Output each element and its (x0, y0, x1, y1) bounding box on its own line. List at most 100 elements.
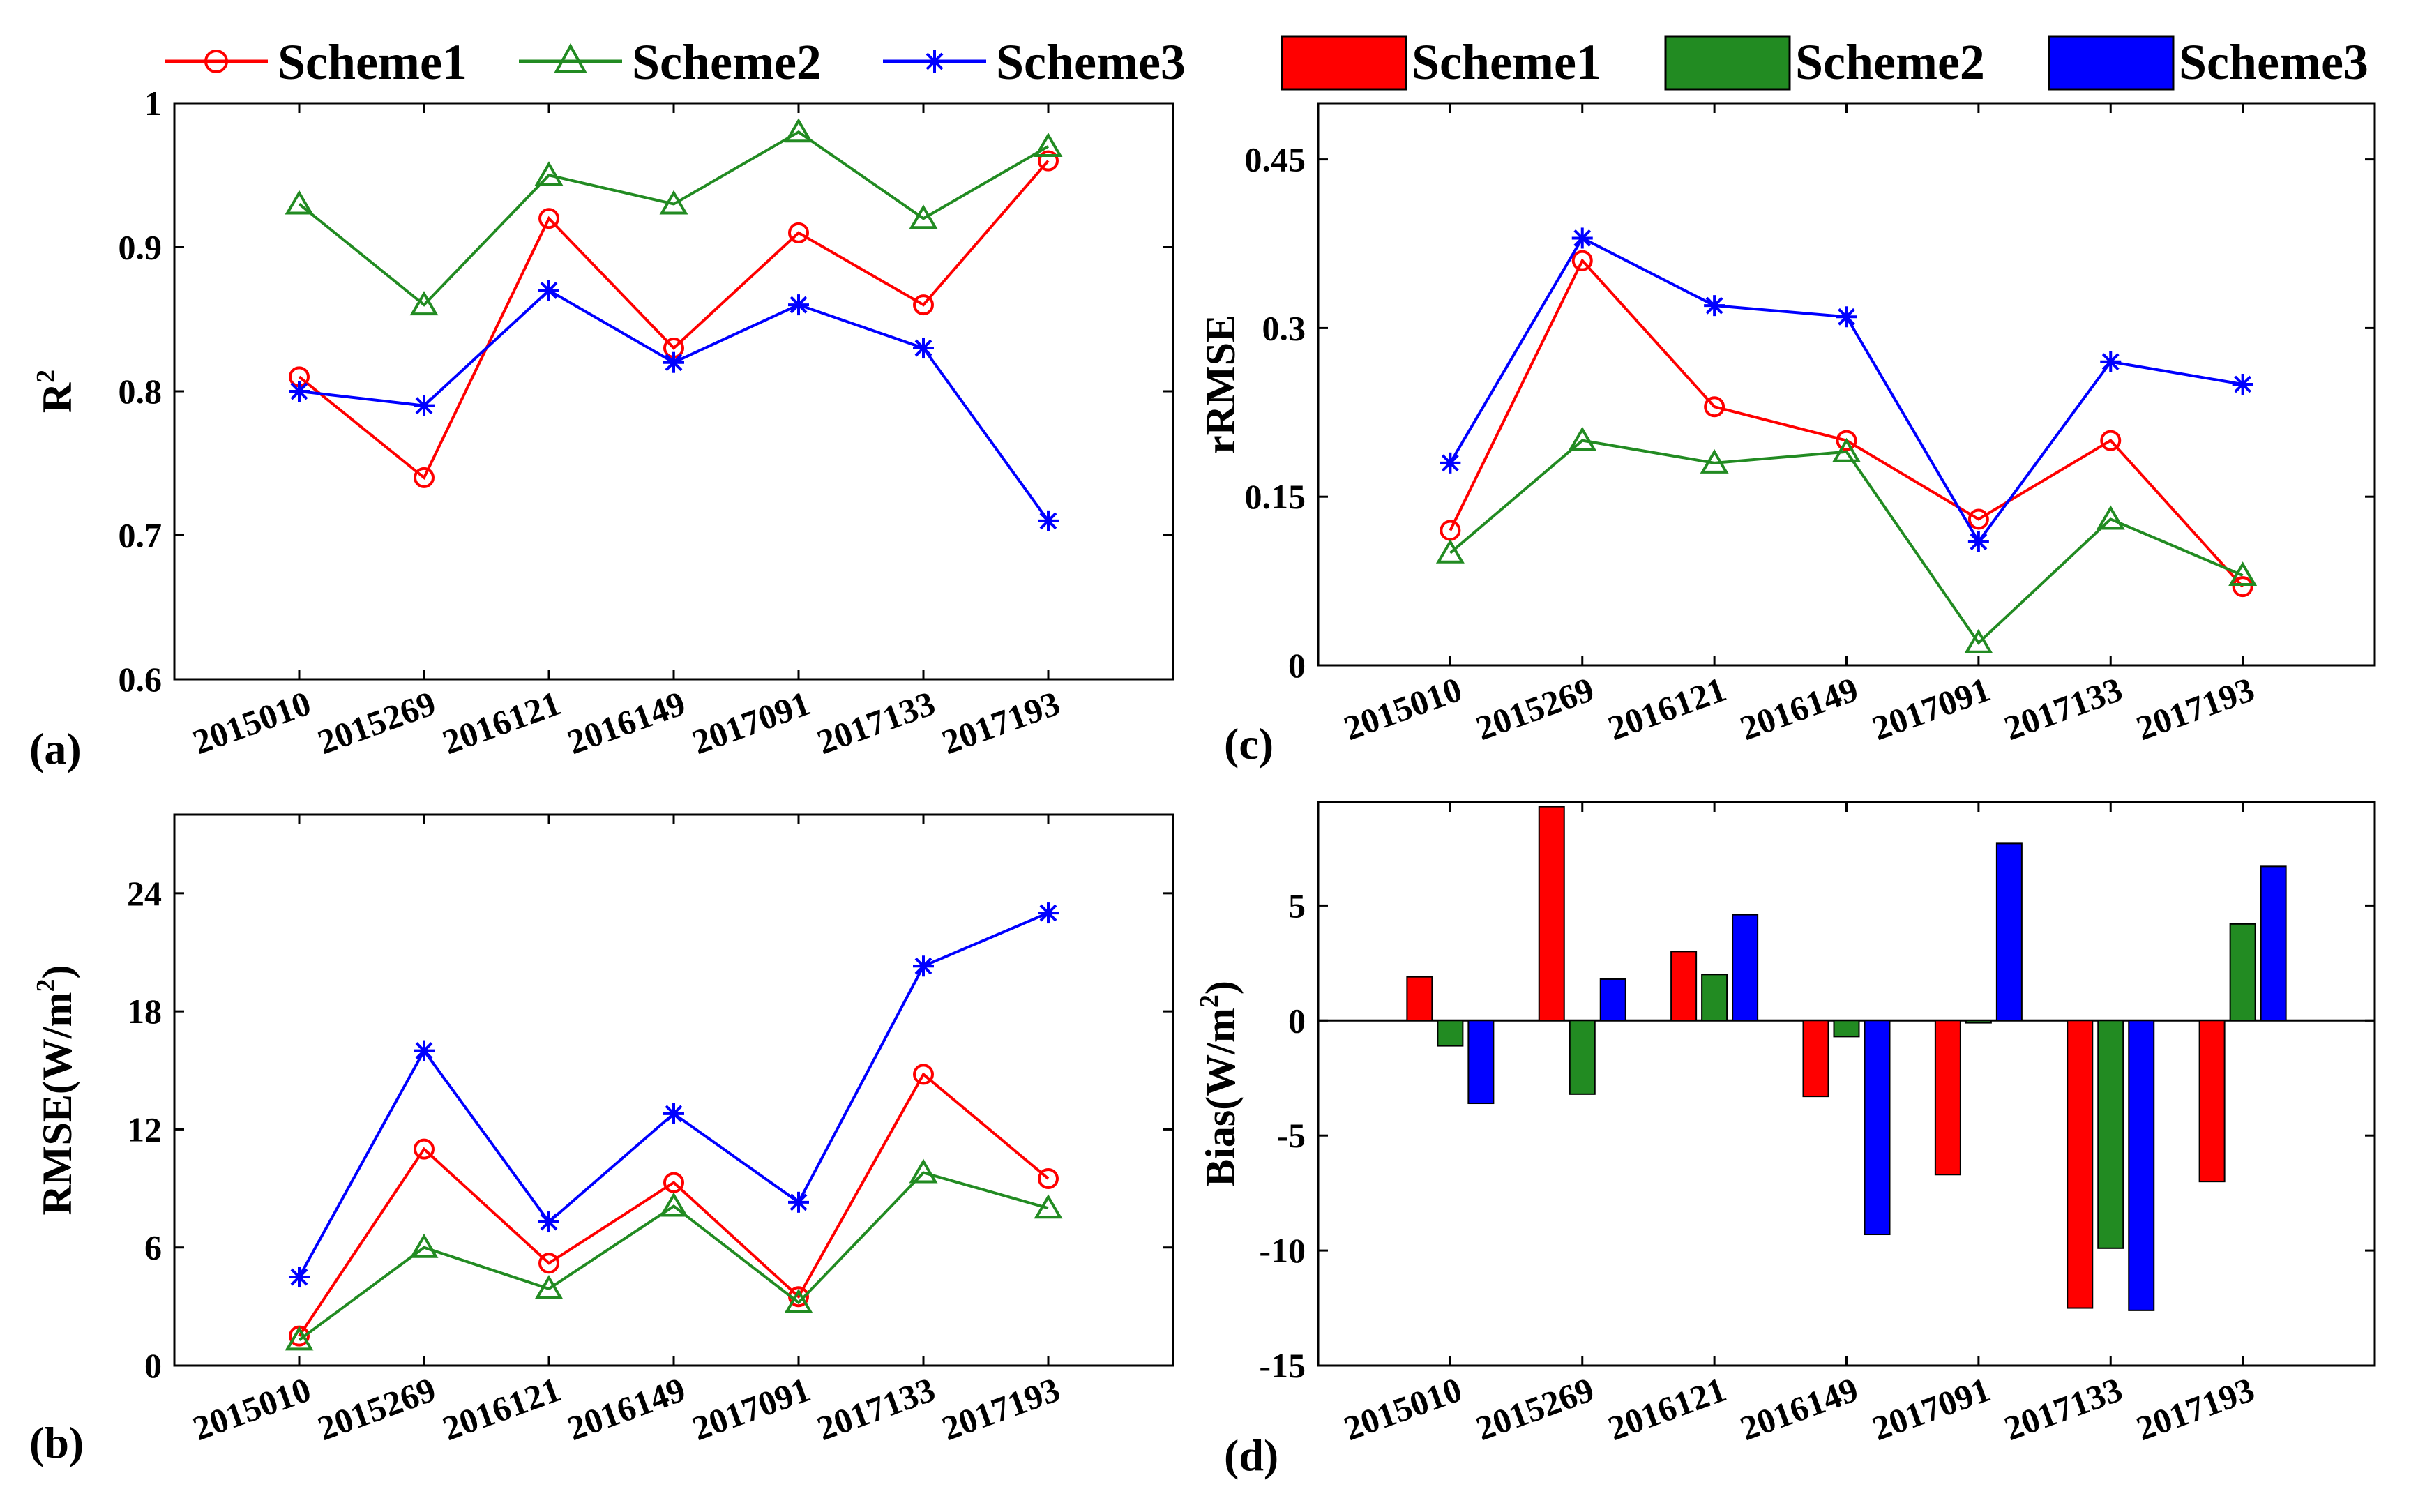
legend-swatch-scheme3 (2048, 35, 2175, 91)
legend-marker-triangle (554, 43, 587, 73)
data-point-scheme3 (1440, 452, 1461, 474)
panel-b: 0612182420150102015269201612120161492017… (29, 813, 1174, 1467)
series-line-scheme3 (1449, 236, 2243, 545)
data-point-scheme3 (663, 1103, 684, 1124)
x-tick-label: 2017133 (1999, 670, 2127, 748)
y-tick-label: 0.15 (1245, 477, 1306, 516)
legend-label-scheme2: Scheme2 (632, 34, 822, 90)
data-point-scheme3 (1967, 531, 1989, 552)
y-tick-label: 0 (144, 1346, 162, 1385)
x-tick-label: 2017193 (937, 1370, 1065, 1448)
bar-scheme2 (2097, 1020, 2124, 1249)
bar-scheme3 (1732, 914, 1759, 1022)
bar-scheme2 (1437, 1020, 1464, 1047)
data-point-scheme1 (538, 208, 559, 229)
bar-scheme1 (1802, 1020, 1829, 1098)
data-point-scheme1 (913, 1064, 934, 1085)
y-tick-label: 0.9 (119, 228, 163, 267)
series-line-scheme2 (1449, 439, 2244, 645)
data-point-scheme3 (414, 395, 435, 416)
data-point-scheme2 (1435, 538, 1465, 564)
data-point-scheme3 (788, 294, 809, 316)
data-point-scheme1 (1704, 396, 1725, 418)
bar-scheme1 (1538, 806, 1565, 1022)
panel-a: 0.6 0.7 0.8 0.9 1 201501020152692016121201614… (29, 84, 1174, 773)
bar-scheme1 (1670, 951, 1698, 1022)
data-point-scheme2 (1700, 448, 1729, 474)
y-tick-label: 5 (1288, 886, 1306, 925)
data-point-scheme1 (1571, 250, 1593, 271)
panel-label: (a) (29, 724, 82, 773)
x-tick-label: 2015269 (312, 1370, 441, 1448)
data-point-scheme3 (1704, 295, 1725, 317)
x-tick-label: 2016121 (1603, 1370, 1731, 1448)
y-tick-label: 0 (1288, 646, 1306, 685)
series-line-scheme2 (298, 1171, 1049, 1341)
bar-scheme3 (2128, 1020, 2155, 1311)
x-tick-label: 2017193 (2131, 670, 2260, 748)
x-tick-label: 2017091 (687, 1370, 815, 1448)
x-tick-label: 2017133 (812, 683, 940, 762)
legend-swatch-scheme2 (1664, 35, 1791, 91)
data-point-scheme1 (414, 467, 435, 488)
data-point-scheme3 (414, 1040, 435, 1061)
y-tick-label: -5 (1276, 1116, 1306, 1155)
y-tick-label: 24 (127, 874, 162, 913)
data-point-scheme1 (2232, 576, 2253, 598)
bar-scheme3 (1995, 842, 2023, 1022)
legend-marker-circle (204, 50, 228, 73)
x-tick-label: 2017091 (1867, 1370, 1995, 1448)
data-point-scheme3 (289, 381, 310, 402)
data-point-scheme2 (909, 1158, 938, 1184)
series-line-scheme1 (298, 1072, 1050, 1337)
x-tick-label: 2016121 (1603, 670, 1731, 748)
y-tick-label: 0.7 (119, 516, 163, 555)
data-point-scheme1 (1836, 430, 1857, 451)
panel-c: 0 0.15 0.3 0.45 2015010 2015269 2016121 2016149… (1198, 102, 2376, 769)
x-tick-label: 2015010 (188, 1370, 316, 1448)
data-point-scheme2 (534, 1275, 564, 1299)
y-axis-label: rRMSE (1198, 315, 1244, 454)
y-axis-label: R2 (31, 370, 80, 413)
x-tick-label: 2017193 (937, 683, 1065, 762)
data-point-scheme2 (784, 1288, 813, 1313)
data-point-scheme2 (1568, 426, 1597, 451)
bar-scheme3 (1864, 1020, 1891, 1236)
x-tick-label: 2015269 (1471, 670, 1599, 748)
bar-scheme3 (1599, 978, 1626, 1022)
series-line-scheme1 (298, 160, 1050, 481)
data-point-scheme3 (2232, 374, 2253, 395)
data-point-scheme3 (538, 280, 559, 301)
data-point-scheme1 (663, 1172, 684, 1193)
data-point-scheme2 (1964, 628, 1993, 653)
data-point-scheme1 (2100, 430, 2122, 451)
data-point-scheme2 (1832, 437, 1861, 462)
data-point-scheme2 (534, 161, 564, 186)
legend-label-scheme3: Scheme3 (996, 34, 1186, 90)
data-point-scheme2 (2096, 505, 2125, 530)
bar-scheme2 (2229, 923, 2256, 1022)
x-tick-label: 2015269 (312, 683, 441, 762)
x-tick-label: 2017091 (1867, 670, 1995, 748)
data-point-scheme3 (913, 338, 934, 359)
data-point-scheme3 (1038, 510, 1059, 531)
data-point-scheme2 (1034, 1194, 1063, 1219)
y-tick-label: 0.45 (1245, 140, 1306, 179)
data-point-scheme1 (1038, 150, 1059, 172)
data-point-scheme2 (784, 118, 813, 143)
y-tick-label: 12 (127, 1110, 162, 1149)
x-tick-label: 2015010 (1339, 1370, 1467, 1448)
data-point-scheme3 (1571, 227, 1593, 249)
legend-bar-label-scheme2: Scheme2 (1795, 34, 1985, 90)
series-line-scheme3 (298, 912, 1049, 1278)
y-tick-label: 0.8 (119, 372, 163, 411)
bar-scheme3 (2260, 865, 2287, 1022)
data-point-scheme2 (659, 1192, 688, 1217)
plot-frame (173, 813, 1174, 1367)
bar-scheme2 (1833, 1020, 1860, 1038)
series-line-scheme2 (298, 130, 1049, 307)
series-line-scheme3 (299, 288, 1050, 522)
x-tick-label: 2016149 (1735, 670, 1864, 748)
y-tick-label: 6 (144, 1228, 162, 1267)
legend-marker-asterisk (923, 50, 946, 73)
